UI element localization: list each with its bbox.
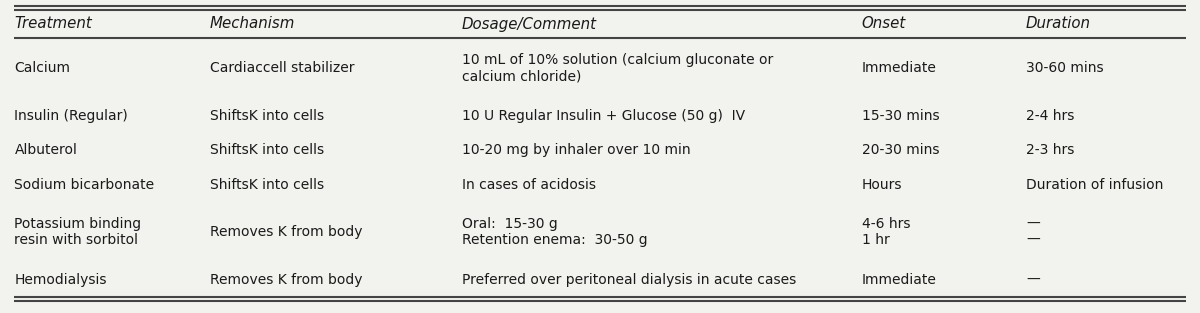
Text: Immediate: Immediate [862, 61, 936, 75]
Text: Mechanism: Mechanism [210, 17, 295, 32]
Text: Duration: Duration [1026, 17, 1091, 32]
Text: Duration of infusion: Duration of infusion [1026, 178, 1163, 192]
Text: resin with sorbitol: resin with sorbitol [14, 233, 138, 247]
Text: —: — [1026, 273, 1039, 287]
Text: Immediate: Immediate [862, 273, 936, 287]
Text: ShiftsK into cells: ShiftsK into cells [210, 178, 324, 192]
Text: 10 U Regular Insulin + Glucose (50 g)  IV: 10 U Regular Insulin + Glucose (50 g) IV [462, 109, 745, 123]
Text: ShiftsK into cells: ShiftsK into cells [210, 143, 324, 157]
Text: Oral:  15-30 g: Oral: 15-30 g [462, 217, 558, 231]
Text: 15-30 mins: 15-30 mins [862, 109, 940, 123]
Text: 2-4 hrs: 2-4 hrs [1026, 109, 1074, 123]
Text: —: — [1026, 233, 1039, 247]
Text: 2-3 hrs: 2-3 hrs [1026, 143, 1074, 157]
Text: Sodium bicarbonate: Sodium bicarbonate [14, 178, 155, 192]
Text: 1 hr: 1 hr [862, 233, 889, 247]
Text: Removes K from body: Removes K from body [210, 273, 362, 287]
Text: 20-30 mins: 20-30 mins [862, 143, 940, 157]
Text: —: — [1026, 217, 1039, 231]
Text: Dosage/Comment: Dosage/Comment [462, 17, 598, 32]
Text: Hemodialysis: Hemodialysis [14, 273, 107, 287]
Text: Calcium: Calcium [14, 61, 71, 75]
Text: Hours: Hours [862, 178, 902, 192]
Text: ShiftsK into cells: ShiftsK into cells [210, 109, 324, 123]
Text: Potassium binding: Potassium binding [14, 217, 142, 231]
Text: Treatment: Treatment [14, 17, 92, 32]
Text: Removes K from body: Removes K from body [210, 225, 362, 239]
Text: Retention enema:  30-50 g: Retention enema: 30-50 g [462, 233, 648, 247]
Text: Albuterol: Albuterol [14, 143, 77, 157]
Text: Onset: Onset [862, 17, 906, 32]
Text: 10-20 mg by inhaler over 10 min: 10-20 mg by inhaler over 10 min [462, 143, 691, 157]
Text: Cardiaccell stabilizer: Cardiaccell stabilizer [210, 61, 354, 75]
Text: Insulin (Regular): Insulin (Regular) [14, 109, 128, 123]
Text: 10 mL of 10% solution (calcium gluconate or: 10 mL of 10% solution (calcium gluconate… [462, 53, 773, 67]
Text: Preferred over peritoneal dialysis in acute cases: Preferred over peritoneal dialysis in ac… [462, 273, 797, 287]
Text: In cases of acidosis: In cases of acidosis [462, 178, 596, 192]
Text: 30-60 mins: 30-60 mins [1026, 61, 1104, 75]
Text: 4-6 hrs: 4-6 hrs [862, 217, 910, 231]
Text: calcium chloride): calcium chloride) [462, 69, 581, 83]
